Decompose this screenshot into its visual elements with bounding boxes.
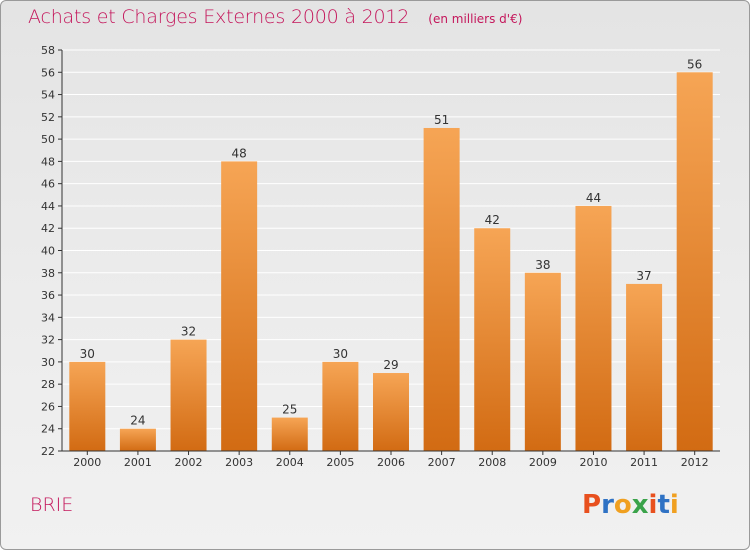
- y-tick-label: 56: [41, 66, 55, 79]
- x-tick-label: 2005: [326, 456, 354, 469]
- logo-letter: i: [648, 490, 658, 520]
- bar-value-label: 29: [383, 358, 398, 372]
- bar: [676, 72, 713, 452]
- bar: [170, 339, 207, 451]
- bar-value-label: 48: [232, 146, 247, 160]
- x-tick-label: 2001: [124, 456, 152, 469]
- y-tick-label: 48: [41, 155, 55, 168]
- y-tick-label: 30: [41, 356, 55, 369]
- labels: 22 24 26 28 30 32 34 36 38 40 42 44 46 48 50 52 54 56 58 30…: [41, 44, 709, 469]
- proxiti-logo: Proxiti: [582, 490, 679, 520]
- y-tick-label: 34: [41, 311, 55, 324]
- x-tick-label: 2002: [175, 456, 203, 469]
- bar: [423, 127, 460, 451]
- axes: [58, 49, 720, 455]
- x-tick-label: 2011: [630, 456, 658, 469]
- logo-letter: r: [601, 490, 614, 520]
- bar-value-label: 32: [181, 325, 196, 339]
- x-tick-label: 2000: [73, 456, 101, 469]
- y-tick-label: 58: [41, 44, 55, 57]
- x-tick-label: 2007: [428, 456, 456, 469]
- x-tick-label: 2010: [579, 456, 607, 469]
- bar-value-label: 24: [130, 414, 145, 428]
- x-tick-label: 2006: [377, 456, 405, 469]
- y-tick-label: 42: [41, 222, 55, 235]
- chart-title: Achats et Charges Externes 2000 à 2012: [28, 6, 410, 28]
- y-tick-label: 40: [41, 245, 55, 258]
- y-tick-label: 54: [41, 89, 55, 102]
- bar: [474, 228, 511, 451]
- y-tick-label: 36: [41, 289, 55, 302]
- bar: [271, 417, 308, 451]
- logo-letter: o: [613, 490, 632, 520]
- bar: [322, 361, 359, 451]
- y-tick-label: 46: [41, 178, 55, 191]
- bar-value-label: 38: [535, 258, 550, 272]
- x-tick-label: 2003: [225, 456, 253, 469]
- logo-letter: x: [631, 490, 649, 520]
- bar: [69, 361, 106, 451]
- y-tick-label: 44: [41, 200, 55, 213]
- logo-letter: t: [657, 490, 670, 520]
- bar-value-label: 25: [282, 403, 297, 417]
- y-tick-label: 28: [41, 378, 55, 391]
- bar: [626, 283, 663, 451]
- bar: [373, 373, 409, 451]
- x-tick-label: 2008: [478, 456, 506, 469]
- bars: [69, 72, 713, 452]
- y-tick-label: 22: [41, 445, 55, 458]
- x-tick-label: 2009: [529, 456, 557, 469]
- bar-value-label: 44: [586, 191, 601, 205]
- bar: [575, 205, 612, 451]
- y-tick-label: 38: [41, 267, 55, 280]
- chart-unit: (en milliers d'€): [428, 12, 523, 26]
- y-tick-label: 50: [41, 133, 55, 146]
- bar: [524, 272, 561, 451]
- bar-value-label: 56: [687, 57, 702, 71]
- title-row: Achats et Charges Externes 2000 à 2012 (…: [28, 6, 522, 28]
- bar-value-label: 30: [333, 347, 348, 361]
- bar: [221, 161, 258, 451]
- x-tick-label: 2012: [681, 456, 709, 469]
- y-tick-label: 24: [41, 423, 55, 436]
- y-tick-label: 26: [41, 400, 55, 413]
- x-tick-label: 2004: [276, 456, 304, 469]
- bar-value-label: 42: [485, 213, 500, 227]
- bar-value-label: 51: [434, 113, 449, 127]
- bar-value-label: 37: [636, 269, 651, 283]
- logo-letter: i: [669, 490, 679, 520]
- logo-letter: P: [582, 490, 602, 520]
- y-tick-label: 52: [41, 111, 55, 124]
- y-tick-label: 32: [41, 334, 55, 347]
- commune-name: BRIE: [30, 494, 74, 516]
- bar-value-label: 30: [80, 347, 95, 361]
- bar: [119, 428, 156, 451]
